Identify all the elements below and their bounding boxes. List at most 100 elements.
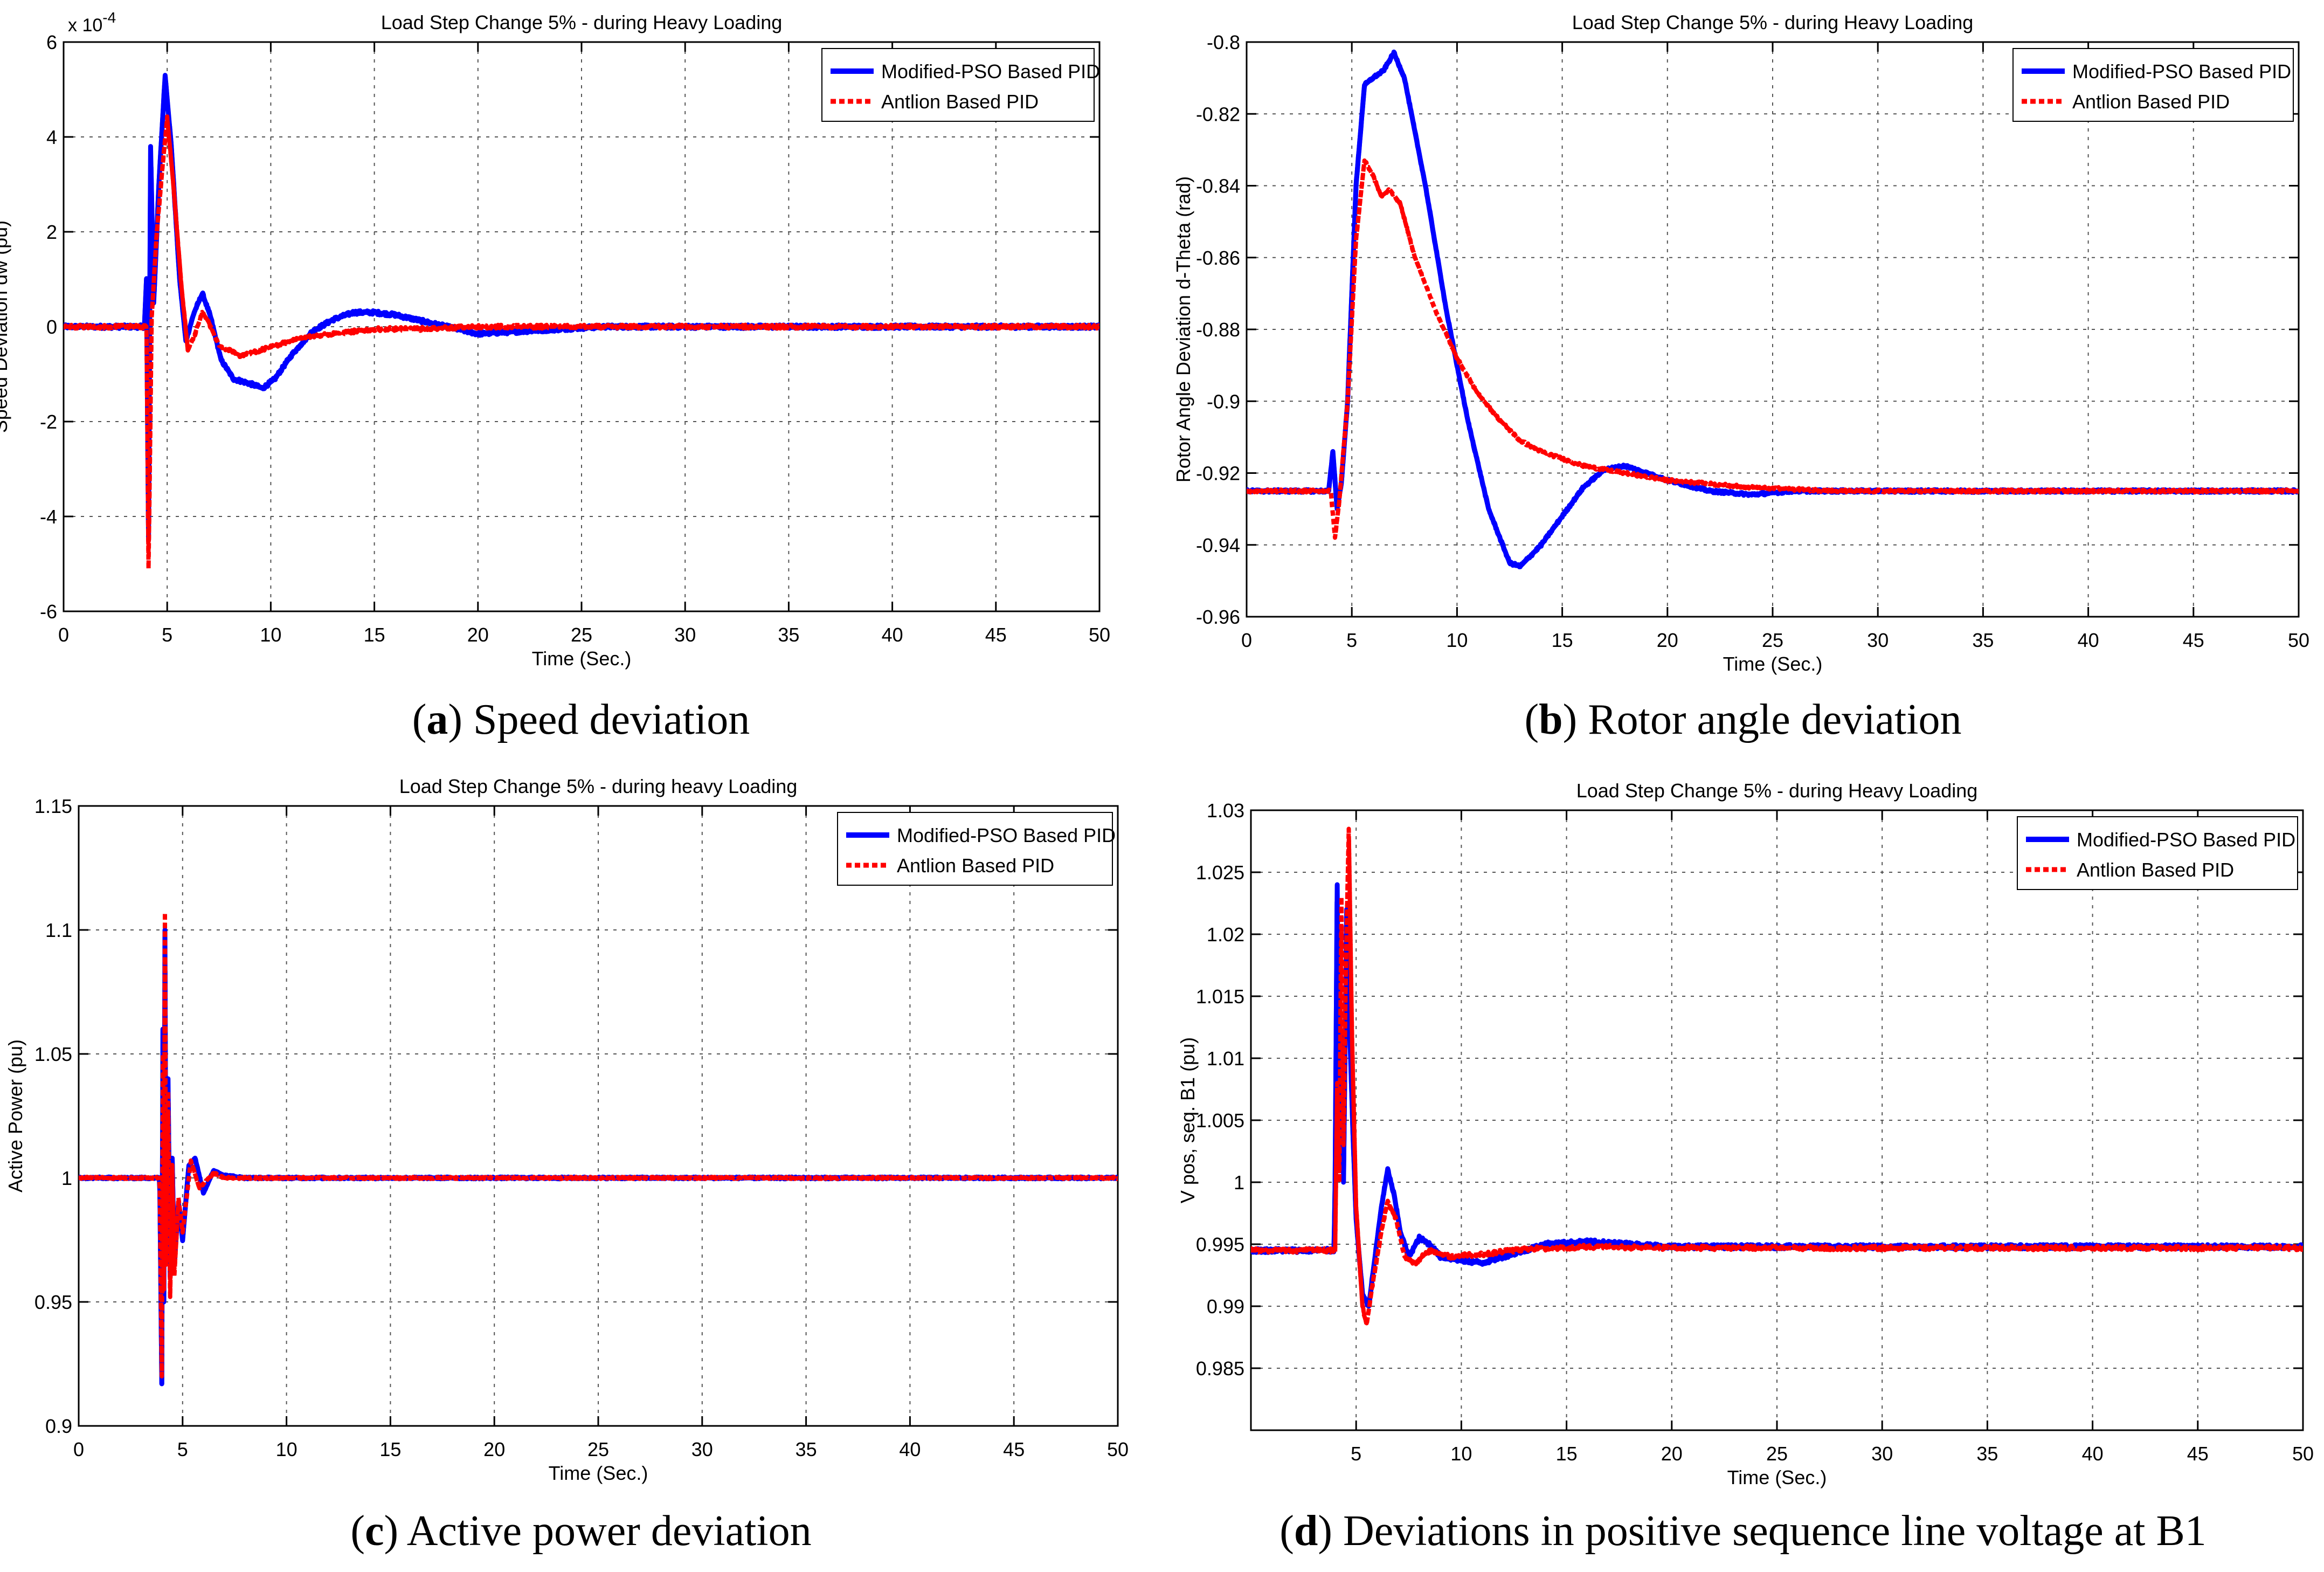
x-tick-label: 50	[2288, 629, 2309, 651]
y-tick-label: 4	[46, 126, 57, 148]
y-tick-label: 1.015	[1196, 985, 1244, 1008]
y-tick-label: 1.1	[45, 919, 72, 941]
caption-letter: c	[365, 1507, 384, 1555]
x-tick-label: 35	[778, 624, 799, 646]
x-tick-label: 20	[467, 624, 489, 646]
caption-a: (a) Speed deviation	[412, 696, 750, 743]
x-tick-label: 15	[1556, 1443, 1578, 1465]
plot-area	[78, 805, 1119, 1427]
y-tick-label: 1	[1234, 1171, 1244, 1194]
y-tick-label: 1.01	[1207, 1047, 1244, 1070]
caption-text: Deviations in positive sequence line vol…	[1343, 1507, 2207, 1555]
y-tick-label: -0.82	[1196, 103, 1240, 125]
y-axis-label: Rotor Angle Deviation d-Theta (rad)	[1172, 176, 1194, 482]
x-tick-label: 40	[899, 1438, 921, 1460]
exponent-label: x 10-4	[68, 9, 116, 36]
x-tick-label: 20	[1661, 1443, 1683, 1465]
x-tick-label: 30	[1871, 1443, 1893, 1465]
y-tick-label: -6	[40, 601, 57, 623]
caption-text: Active power deviation	[406, 1507, 812, 1555]
caption-letter: b	[1539, 696, 1563, 743]
x-tick-label: 5	[1346, 629, 1357, 651]
x-tick-label: 40	[2082, 1443, 2104, 1465]
chart-title: Load Step Change 5% - during Heavy Loadi…	[1572, 11, 1974, 33]
x-tick-label: 40	[2078, 629, 2099, 651]
series-spike-antlion	[1247, 158, 2299, 540]
x-tick-label: 0	[1241, 629, 1252, 651]
x-tick-label: 10	[1446, 629, 1468, 651]
x-tick-label: 20	[1657, 629, 1678, 651]
legend-box	[2012, 48, 2294, 122]
y-tick-label: -0.8	[1207, 31, 1240, 53]
series-spike-antlion	[64, 115, 1099, 571]
x-tick-label: 30	[674, 624, 696, 646]
x-tick-label: 5	[1351, 1443, 1361, 1465]
x-tick-label: 35	[1976, 1443, 1998, 1465]
x-tick-label: 30	[691, 1438, 713, 1460]
y-tick-label: -0.88	[1196, 319, 1240, 341]
y-tick-label: 6	[46, 31, 57, 53]
caption-c: (c) Active power deviation	[350, 1507, 812, 1555]
x-tick-label: 30	[1867, 629, 1889, 651]
x-tick-label: 25	[1766, 1443, 1788, 1465]
x-tick-label: 0	[58, 624, 69, 646]
x-axis-label: Time (Sec.)	[1723, 653, 1823, 675]
legend-label: Antlion Based PID	[897, 854, 1054, 877]
legend-box	[821, 48, 1095, 122]
y-tick-label: 0.99	[1207, 1295, 1244, 1318]
caption-d: (d) Deviations in positive sequence line…	[1279, 1507, 2207, 1555]
y-tick-label: 1.02	[1207, 923, 1244, 946]
y-tick-label: 0.9	[45, 1415, 72, 1437]
x-tick-label: 25	[571, 624, 592, 646]
y-tick-label: 0	[46, 316, 57, 338]
y-tick-label: 1.025	[1196, 861, 1244, 884]
chart-title: Load Step Change 5% - during heavy Loadi…	[399, 775, 798, 797]
chart-title: Load Step Change 5% - during Heavy Loadi…	[1576, 780, 1978, 802]
y-tick-label: -0.84	[1196, 175, 1240, 197]
x-tick-label: 5	[162, 624, 172, 646]
chart-title: Load Step Change 5% - during Heavy Loadi…	[381, 11, 783, 33]
y-axis-label: V pos, seq. B1 (pu)	[1177, 1037, 1199, 1203]
x-tick-label: 25	[1762, 629, 1783, 651]
legend-label: Modified-PSO Based PID	[2077, 829, 2295, 851]
x-tick-label: 15	[364, 624, 385, 646]
y-tick-label: -4	[40, 506, 57, 528]
legend-label: Antlion Based PID	[881, 91, 1039, 113]
x-tick-label: 25	[587, 1438, 609, 1460]
y-tick-label: 2	[46, 221, 57, 243]
y-axis-label: Speed Deviation dw (pu)	[0, 220, 11, 433]
legend-label: Modified-PSO Based PID	[2072, 60, 2291, 82]
y-tick-label: 0.95	[34, 1291, 72, 1313]
x-tick-label: 15	[379, 1438, 401, 1460]
legend-box	[837, 812, 1113, 886]
x-tick-label: 10	[1450, 1443, 1472, 1465]
caption-letter: a	[426, 696, 448, 743]
x-tick-label: 50	[1107, 1438, 1129, 1460]
y-tick-label: 0.995	[1196, 1233, 1244, 1256]
x-tick-label: 0	[73, 1438, 84, 1460]
x-axis-label: Time (Sec.)	[549, 1462, 648, 1484]
exponent-power: -4	[102, 9, 116, 26]
legend-label: Antlion Based PID	[2072, 91, 2230, 113]
legend-box	[2017, 816, 2298, 890]
y-tick-label: -0.86	[1196, 247, 1240, 269]
caption-letter: d	[1294, 1507, 1318, 1555]
y-tick-label: 1.005	[1196, 1109, 1244, 1132]
chart-c: 0 5 10 15 20 25 30 35 40 45 50 0.9 0.95 1 1.05 1.1 1.15 L…	[4, 775, 1129, 1484]
x-axis-label: Time (Sec.)	[532, 647, 632, 670]
legend-label: Modified-PSO Based PID	[881, 60, 1100, 82]
x-tick-label: 35	[1972, 629, 1994, 651]
x-tick-label: 45	[2187, 1443, 2209, 1465]
legend-label: Modified-PSO Based PID	[897, 824, 1116, 846]
caption-b: (b) Rotor angle deviation	[1524, 696, 1962, 743]
x-tick-label: 10	[276, 1438, 298, 1460]
y-tick-label: -0.92	[1196, 463, 1240, 485]
legend-label: Antlion Based PID	[2077, 859, 2234, 881]
x-tick-label: 35	[796, 1438, 817, 1460]
x-tick-label: 45	[985, 624, 1007, 646]
chart-a: 0 5 10 15 20 25 30 35 40 45 50 -6 -4 -2 0 2 4 6 x 10-4 Load…	[0, 9, 1110, 670]
y-axis-label: Active Power (pu)	[4, 1039, 26, 1192]
y-tick-label: 0.985	[1196, 1357, 1244, 1380]
chart-d: 5 10 15 20 25 30 35 40 45 50 0.985 0.99 0.995 1 1.005 1…	[1177, 780, 2314, 1488]
